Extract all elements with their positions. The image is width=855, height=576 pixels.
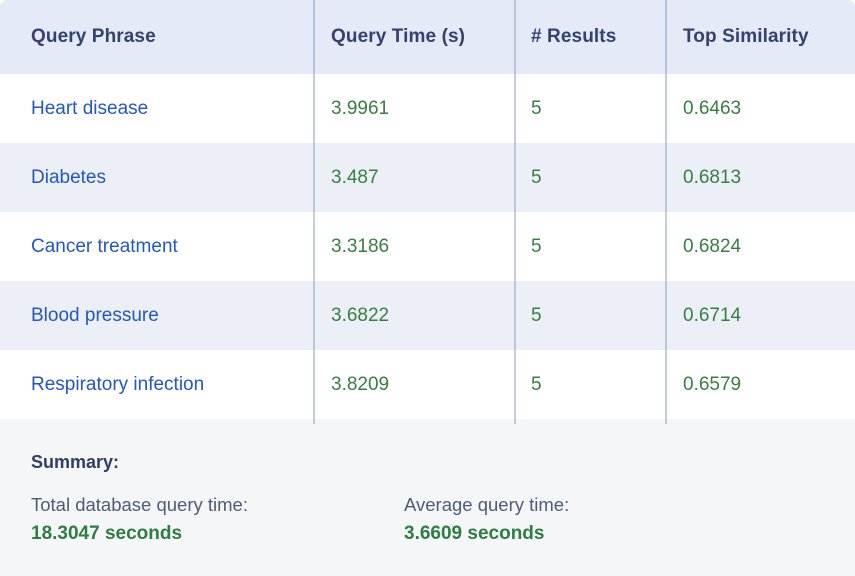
column-header-query-time: Query Time (s) <box>331 26 466 47</box>
top-similarity-cell: 0.6463 <box>683 97 742 119</box>
table-row: Respiratory infection 3.8209 5 0.6579 <box>0 350 855 419</box>
column-header-query-phrase: Query Phrase <box>31 26 156 47</box>
query-phrase-cell: Blood pressure <box>31 304 159 326</box>
summary-label: Average query time: <box>404 494 570 515</box>
num-results-cell: 5 <box>531 373 542 395</box>
table-header-row: Query Phrase Query Time (s) # Results To… <box>0 0 855 74</box>
summary-title: Summary: <box>31 452 120 472</box>
table-row: Blood pressure 3.6822 5 0.6714 <box>0 281 855 350</box>
num-results-cell: 5 <box>531 166 542 188</box>
num-results-cell: 5 <box>531 304 542 326</box>
column-separator <box>514 0 516 424</box>
column-header-top-similarity: Top Similarity <box>683 26 809 47</box>
query-phrase-cell: Diabetes <box>31 166 106 188</box>
num-results-cell: 5 <box>531 235 542 257</box>
summary-label: Total database query time: <box>31 494 248 515</box>
query-time-cell: 3.6822 <box>331 304 390 326</box>
summary-item-total-time: Total database query time: 18.3047 secon… <box>31 494 404 545</box>
top-similarity-cell: 0.6579 <box>683 373 742 395</box>
column-header-num-results: # Results <box>531 26 617 47</box>
summary-value: 18.3047 seconds <box>31 523 183 544</box>
num-results-cell: 5 <box>531 97 542 119</box>
column-separator <box>665 0 667 424</box>
summary-items: Total database query time: 18.3047 secon… <box>31 494 824 545</box>
top-similarity-cell: 0.6824 <box>683 235 742 257</box>
query-phrase-cell: Respiratory infection <box>31 373 205 395</box>
query-phrase-cell: Heart disease <box>31 97 149 119</box>
summary-item-average-time: Average query time: 3.6609 seconds <box>404 494 569 545</box>
table-row: Cancer treatment 3.3186 5 0.6824 <box>0 212 855 281</box>
summary-section: Summary: Total database query time: 18.3… <box>0 419 855 576</box>
table-row: Heart disease 3.9961 5 0.6463 <box>0 74 855 143</box>
column-separator <box>313 0 315 424</box>
query-time-cell: 3.9961 <box>331 97 390 119</box>
top-similarity-cell: 0.6813 <box>683 166 742 188</box>
query-time-cell: 3.487 <box>331 166 379 188</box>
top-similarity-cell: 0.6714 <box>683 304 742 326</box>
summary-value: 3.6609 seconds <box>404 523 545 544</box>
table-row: Diabetes 3.487 5 0.6813 <box>0 143 855 212</box>
query-phrase-cell: Cancer treatment <box>31 235 178 257</box>
query-time-cell: 3.3186 <box>331 235 390 257</box>
query-time-cell: 3.8209 <box>331 373 390 395</box>
